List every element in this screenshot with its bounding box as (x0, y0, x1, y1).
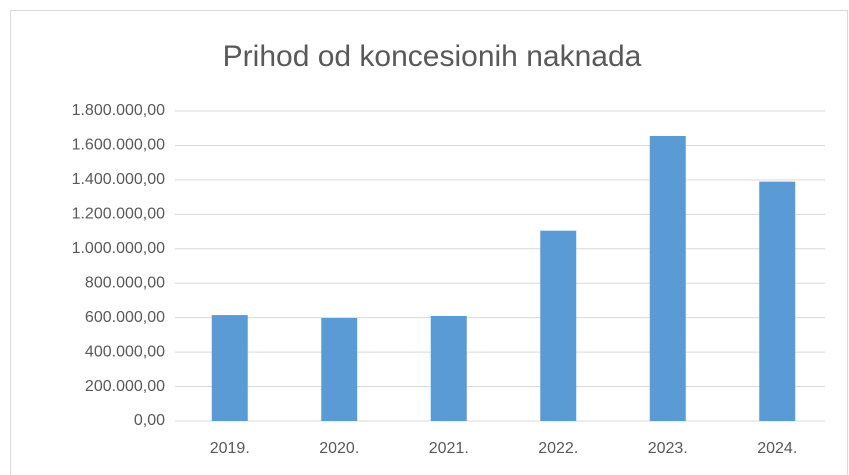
chart-title: Prihod od koncesionih naknada (223, 40, 642, 73)
y-tick-label: 1.400.000,00 (72, 171, 166, 188)
y-tick-label: 1.600.000,00 (72, 137, 166, 154)
y-tick-label: 1.800.000,00 (72, 102, 166, 119)
y-tick-label: 200.000,00 (85, 378, 165, 395)
bar (759, 181, 796, 421)
y-tick-label: 0,00 (134, 412, 165, 429)
bar (649, 135, 686, 421)
y-tick-label: 1.200.000,00 (72, 206, 166, 223)
bar (540, 230, 577, 421)
x-tick-label: 2019. (210, 440, 250, 457)
bar (211, 315, 248, 421)
x-tick-label: 2021. (429, 440, 469, 457)
x-tick-label: 2023. (648, 440, 688, 457)
chart-frame (10, 10, 848, 475)
x-tick-label: 2022. (538, 440, 578, 457)
y-tick-label: 600.000,00 (85, 309, 165, 326)
y-tick-label: 1.000.000,00 (72, 240, 166, 257)
bar (430, 315, 467, 421)
x-tick-label: 2024. (757, 440, 797, 457)
y-tick-label: 400.000,00 (85, 343, 165, 360)
y-tick-label: 800.000,00 (85, 274, 165, 291)
bar (321, 318, 358, 421)
x-tick-label: 2020. (319, 440, 359, 457)
